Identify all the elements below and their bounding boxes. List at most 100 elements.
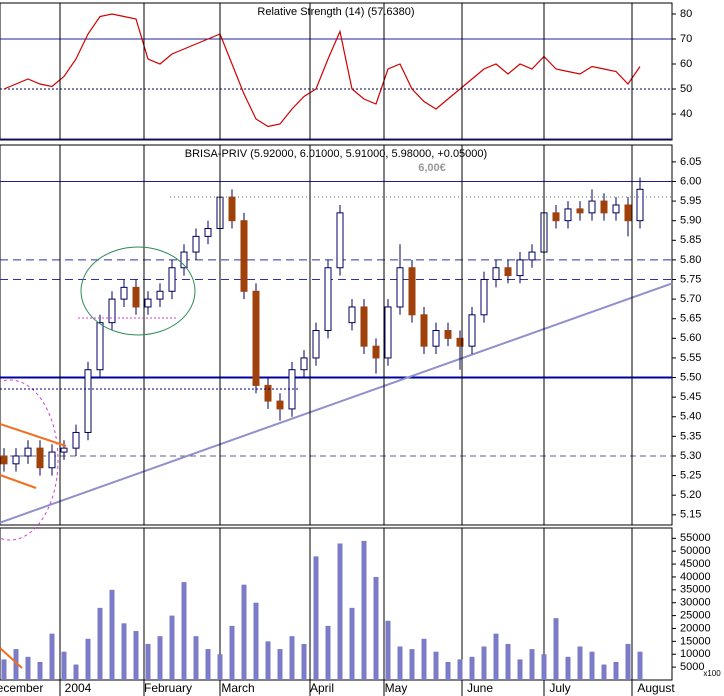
panel-title: Relative Strength (14) (57.6380): [257, 6, 414, 18]
volume-bar: [409, 649, 415, 680]
volume-bar: [589, 651, 595, 680]
panel-frame: [0, 2, 673, 141]
y-tick-label: 5.90: [680, 215, 701, 227]
panel-title: BRISA-PRIV (5.92000, 6.01000, 5.91000, 5…: [185, 148, 487, 160]
volume-bar: [457, 659, 463, 680]
volume-bar: [61, 651, 67, 680]
y-tick-label: 5.75: [680, 273, 701, 285]
candle-body: [528, 251, 536, 261]
y-tick-label: 5.40: [680, 411, 701, 423]
volume-bar: [253, 602, 259, 680]
volume-bar: [169, 615, 175, 680]
trend-line: [0, 282, 673, 524]
volume-bar: [133, 631, 139, 680]
volume-bar: [385, 620, 391, 680]
y-tick-label: 6.00: [680, 175, 701, 187]
y-tick-label: 6.05: [680, 156, 701, 168]
volume-bar: [577, 646, 583, 680]
volume-bar: [433, 651, 439, 680]
circle-marker: [0, 379, 59, 541]
candle-body: [420, 314, 428, 347]
volume-bar: [565, 656, 571, 680]
candle-body: [564, 208, 572, 222]
candle-body: [468, 314, 476, 347]
y-tick-label: 5.30: [680, 450, 701, 462]
candle-body: [72, 431, 80, 449]
volume-bar: [241, 584, 247, 680]
volume-bar: [637, 651, 643, 680]
volume-bar: [481, 646, 487, 680]
annotation: 6,00€: [418, 162, 446, 174]
candle-body: [168, 267, 176, 292]
x-tick-label: ecember: [0, 681, 43, 695]
unit-label: x100: [703, 669, 721, 678]
volume-bar: [121, 623, 127, 680]
candle-body: [612, 204, 620, 214]
y-tick-label: 50000: [680, 545, 711, 557]
volume-bar: [613, 661, 619, 680]
volume-bar: [313, 556, 319, 680]
y-tick-label: 5.60: [680, 332, 701, 344]
y-tick-label: 60: [680, 58, 692, 70]
y-tick-label: 50: [680, 83, 692, 95]
y-tick-label: 45000: [680, 558, 711, 570]
x-tick-label: July: [549, 681, 570, 695]
y-tick-label: 15000: [680, 635, 711, 647]
candle-body: [108, 298, 116, 324]
candle-body: [204, 228, 212, 237]
y-tick-label: 5.20: [680, 489, 701, 501]
channel-line: [0, 474, 37, 489]
candle-body: [408, 267, 416, 316]
y-tick-label: 5.35: [680, 430, 701, 442]
volume-bar: [205, 649, 211, 680]
candle-body: [588, 200, 596, 214]
y-tick-label: 5.65: [680, 313, 701, 325]
y-tick-label: 5.50: [680, 371, 701, 383]
y-tick-label: 40: [680, 108, 692, 120]
candle-body: [300, 357, 308, 371]
candle-body: [432, 329, 440, 347]
candle-body: [384, 306, 392, 359]
candle-body: [36, 447, 44, 469]
volume-bar: [109, 589, 115, 680]
panel-frame: [0, 144, 673, 526]
candle-body: [372, 345, 380, 359]
y-tick-label: 5.85: [680, 234, 701, 246]
y-tick-label: 30000: [680, 597, 711, 609]
candle-body: [180, 251, 188, 269]
drawing-tools: [0, 196, 672, 669]
candle-body: [120, 286, 128, 300]
volume-bar: [289, 636, 295, 680]
y-tick-label: 5.15: [680, 509, 701, 521]
volume-bar: [277, 649, 283, 680]
volume-bar: [493, 633, 499, 680]
volume-bar: [541, 654, 547, 680]
candle-body: [132, 286, 140, 308]
candle-body: [480, 279, 488, 316]
x-tick-label: March: [221, 681, 254, 695]
y-tick-label: 25000: [680, 609, 711, 621]
volume-bar: [193, 636, 199, 680]
volume-bar: [517, 659, 523, 680]
y-tick-label: 5.45: [680, 391, 701, 403]
volume-bar: [601, 664, 607, 680]
x-tick-label: May: [385, 681, 408, 695]
volume-bar: [217, 654, 223, 680]
candle-body: [192, 235, 200, 253]
volume-bar: [265, 641, 271, 680]
volume-bar: [505, 643, 511, 680]
candle-body: [348, 306, 356, 324]
volume-bar: [13, 649, 19, 680]
volume-bar: [145, 643, 151, 680]
candle-body: [144, 298, 152, 308]
y-tick-label: 5.25: [680, 469, 701, 481]
candle-body: [276, 400, 284, 410]
candle-body: [324, 267, 332, 331]
channel-line: [0, 423, 67, 447]
y-tick-label: 40000: [680, 571, 711, 583]
y-tick-label: 5000: [680, 661, 704, 673]
volume-bar: [553, 618, 559, 680]
y-tick-label: 10000: [680, 648, 711, 660]
volume-bar: [397, 646, 403, 680]
